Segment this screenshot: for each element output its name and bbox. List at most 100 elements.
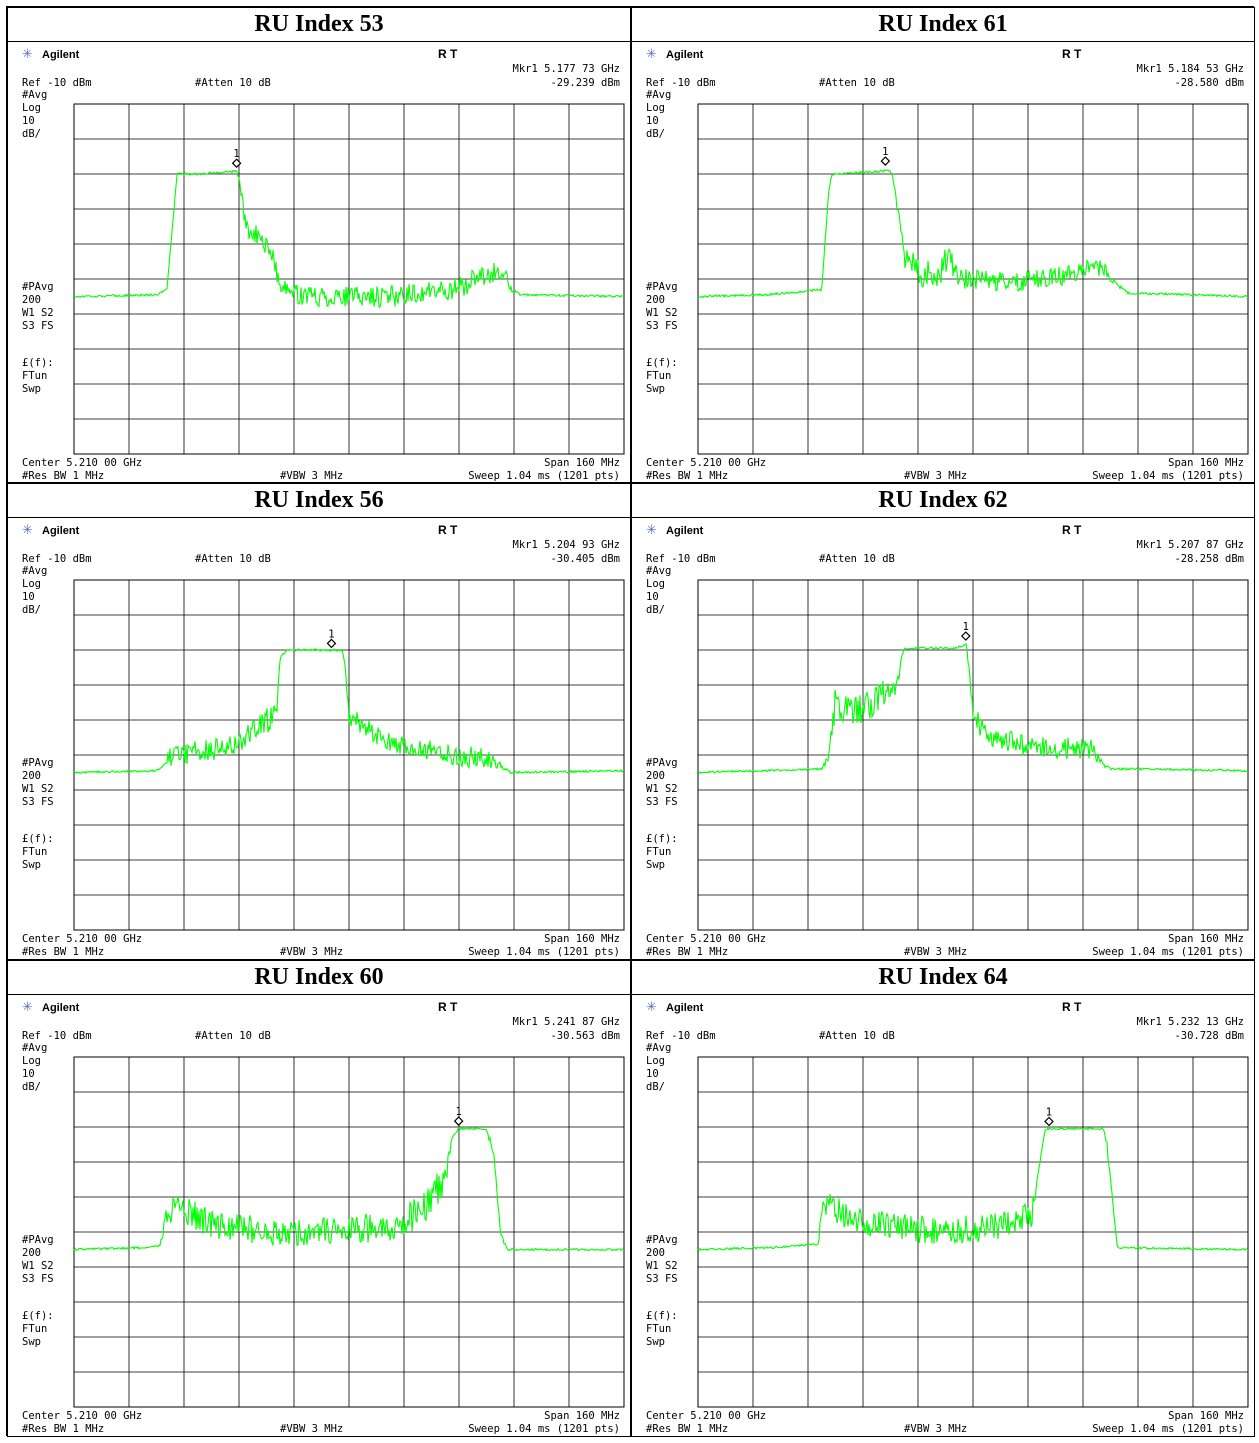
- marker-amplitude: -30.728 dBm: [1174, 1030, 1244, 1042]
- chart-title: RU Index 61: [632, 8, 1254, 42]
- marker-amplitude: -30.563 dBm: [550, 1030, 620, 1042]
- resolution-bandwidth: #Res BW 1 MHz: [646, 1423, 728, 1435]
- side-annotation: 200: [22, 1247, 41, 1259]
- frequency-span: Span 160 MHz: [1168, 1410, 1244, 1422]
- side-annotation: W1 S2: [22, 1260, 54, 1272]
- marker-amplitude: -28.258 dBm: [1174, 553, 1244, 565]
- marker-number: 1: [233, 148, 239, 160]
- chart-title: RU Index 53: [8, 8, 630, 42]
- frequency-span: Span 160 MHz: [544, 933, 620, 945]
- side-annotation: Log: [22, 102, 41, 114]
- side-annotation: £(f):: [646, 1310, 678, 1322]
- side-annotation: 10: [22, 1068, 35, 1080]
- marker-number: 1: [1046, 1106, 1052, 1118]
- side-annotation: FTun: [646, 1323, 671, 1335]
- attenuation-setting: #Atten 10 dB: [195, 553, 271, 565]
- side-annotation: 200: [646, 294, 665, 306]
- attenuation-setting: #Atten 10 dB: [819, 553, 895, 565]
- side-annotation: £(f):: [22, 1310, 54, 1322]
- resolution-bandwidth: #Res BW 1 MHz: [646, 470, 728, 482]
- side-annotation: #Avg: [22, 1042, 47, 1054]
- spectrum-trace: [697, 1126, 1249, 1252]
- side-annotation: dB/: [22, 604, 41, 616]
- attenuation-setting: #Atten 10 dB: [819, 77, 895, 89]
- side-annotation: S3 FS: [22, 1273, 54, 1285]
- side-annotation: #PAvg: [646, 757, 678, 769]
- side-annotation: Swp: [646, 859, 665, 871]
- side-annotation: S3 FS: [646, 320, 678, 332]
- side-annotation: Swp: [22, 859, 41, 871]
- brand-label: Agilent: [42, 525, 80, 537]
- marker-frequency: Mkr1 5.184 53 GHz: [1137, 63, 1244, 75]
- video-bandwidth: #VBW 3 MHz: [280, 1423, 343, 1435]
- marker-frequency: Mkr1 5.207 87 GHz: [1137, 539, 1244, 551]
- graticule: [73, 103, 625, 455]
- center-frequency: Center 5.210 00 GHz: [22, 933, 142, 945]
- spectrum-trace: [697, 643, 1248, 775]
- chart-panel: RU Index 62 ✳ Agilent R T Mkr1 5.207 87 GHz -…: [631, 483, 1255, 960]
- marker-frequency: Mkr1 5.177 73 GHz: [513, 63, 620, 75]
- marker-diamond-icon: [960, 631, 971, 641]
- side-annotation: W1 S2: [646, 1260, 678, 1272]
- side-annotation: W1 S2: [22, 307, 54, 319]
- brand-label: Agilent: [666, 49, 704, 61]
- sweep-time: Sweep 1.04 ms (1201 pts): [1092, 946, 1244, 958]
- frequency-span: Span 160 MHz: [1168, 457, 1244, 469]
- marker-frequency: Mkr1 5.241 87 GHz: [513, 1016, 620, 1028]
- resolution-bandwidth: #Res BW 1 MHz: [646, 946, 728, 958]
- center-frequency: Center 5.210 00 GHz: [22, 457, 142, 469]
- side-annotation: #Avg: [22, 565, 47, 577]
- side-annotation: W1 S2: [22, 783, 54, 795]
- side-annotation: Log: [646, 1055, 665, 1067]
- side-annotation: Swp: [646, 383, 665, 395]
- agilent-spark-icon: ✳: [22, 1000, 33, 1015]
- agilent-spark-icon: ✳: [646, 47, 657, 62]
- side-annotation: #PAvg: [22, 1234, 54, 1246]
- sweep-time: Sweep 1.04 ms (1201 pts): [468, 470, 620, 482]
- sweep-time: Sweep 1.04 ms (1201 pts): [468, 946, 620, 958]
- side-annotation: #Avg: [646, 1042, 671, 1054]
- chart-title: RU Index 56: [8, 484, 630, 518]
- marker-amplitude: -29.239 dBm: [550, 77, 620, 89]
- marker-diamond-icon: [453, 1116, 464, 1126]
- analyzer-screen: ✳ Agilent R T Mkr1 5.241 87 GHz -30.563 dBm R…: [8, 995, 630, 1435]
- chart-title: RU Index 60: [8, 961, 630, 995]
- side-annotation: Log: [646, 102, 665, 114]
- video-bandwidth: #VBW 3 MHz: [904, 946, 967, 958]
- center-frequency: Center 5.210 00 GHz: [646, 457, 766, 469]
- status-indicators: R T: [438, 523, 458, 537]
- side-annotation: dB/: [22, 128, 41, 140]
- frequency-span: Span 160 MHz: [544, 1410, 620, 1422]
- chart-panel: RU Index 53 ✳ Agilent R T Mkr1 5.177 73 GHz -…: [7, 7, 631, 483]
- sweep-time: Sweep 1.04 ms (1201 pts): [468, 1423, 620, 1435]
- attenuation-setting: #Atten 10 dB: [819, 1030, 895, 1042]
- side-annotation: FTun: [22, 846, 47, 858]
- video-bandwidth: #VBW 3 MHz: [904, 1423, 967, 1435]
- side-annotation: #PAvg: [646, 1234, 678, 1246]
- side-annotation: £(f):: [646, 833, 678, 845]
- side-annotation: Swp: [22, 1336, 41, 1348]
- side-annotation: #Avg: [646, 89, 671, 101]
- marker-amplitude: -30.405 dBm: [550, 553, 620, 565]
- side-annotation: 200: [646, 770, 665, 782]
- attenuation-setting: #Atten 10 dB: [195, 77, 271, 89]
- resolution-bandwidth: #Res BW 1 MHz: [22, 470, 104, 482]
- status-indicators: R T: [438, 1000, 458, 1014]
- side-annotation: 10: [22, 115, 35, 127]
- side-annotation: S3 FS: [646, 1273, 678, 1285]
- analyzer-screen: ✳ Agilent R T Mkr1 5.204 93 GHz -30.405 dBm R…: [8, 518, 630, 958]
- spectrum-trace: [697, 169, 1249, 299]
- center-frequency: Center 5.210 00 GHz: [22, 1410, 142, 1422]
- side-annotation: S3 FS: [22, 320, 54, 332]
- side-annotation: W1 S2: [646, 307, 678, 319]
- analyzer-screen: ✳ Agilent R T Mkr1 5.232 13 GHz -30.728 dBm R…: [632, 995, 1254, 1435]
- brand-label: Agilent: [42, 1002, 80, 1014]
- side-annotation: dB/: [646, 604, 665, 616]
- chart-title: RU Index 62: [632, 484, 1254, 518]
- chart-panel: RU Index 60 ✳ Agilent R T Mkr1 5.241 87 GHz -…: [7, 960, 631, 1437]
- brand-label: Agilent: [666, 525, 704, 537]
- reference-level: Ref -10 dBm: [646, 1030, 716, 1042]
- analyzer-screen: ✳ Agilent R T Mkr1 5.177 73 GHz -29.239 dBm R…: [8, 42, 630, 482]
- analyzer-plot: ✳ Agilent R T Mkr1 5.207 87 GHz -28.258 dBm R…: [646, 523, 1249, 958]
- video-bandwidth: #VBW 3 MHz: [280, 946, 343, 958]
